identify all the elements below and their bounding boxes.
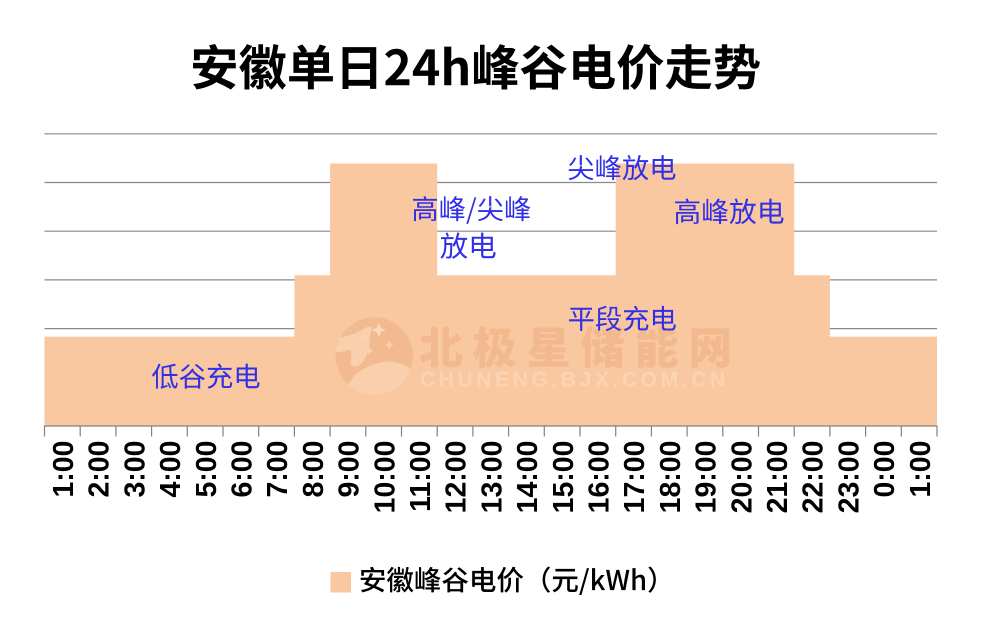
svg-text:19:00: 19:00 — [691, 441, 723, 514]
svg-text:4:00: 4:00 — [155, 441, 187, 498]
svg-text:13:00: 13:00 — [476, 441, 508, 514]
svg-text:14:00: 14:00 — [512, 441, 544, 514]
svg-text:21:00: 21:00 — [762, 441, 794, 514]
svg-text:5:00: 5:00 — [191, 441, 223, 498]
svg-text:6:00: 6:00 — [226, 441, 258, 498]
svg-text:16:00: 16:00 — [584, 441, 616, 514]
svg-text:7:00: 7:00 — [262, 441, 294, 498]
svg-text:20:00: 20:00 — [726, 441, 758, 514]
svg-text:2:00: 2:00 — [84, 441, 116, 498]
svg-text:3:00: 3:00 — [119, 441, 151, 498]
svg-text:9:00: 9:00 — [334, 441, 366, 498]
svg-text:10:00: 10:00 — [369, 441, 401, 514]
svg-text:8:00: 8:00 — [298, 441, 330, 498]
svg-text:11:00: 11:00 — [405, 441, 437, 512]
svg-text:17:00: 17:00 — [619, 441, 651, 514]
svg-text:12:00: 12:00 — [441, 441, 473, 514]
svg-text:22:00: 22:00 — [798, 441, 830, 514]
svg-text:1:00: 1:00 — [905, 441, 937, 498]
svg-text:1:00: 1:00 — [48, 441, 80, 498]
svg-text:15:00: 15:00 — [548, 441, 580, 514]
svg-text:CHUNENG.BJX.COM.CN: CHUNENG.BJX.COM.CN — [420, 368, 729, 391]
svg-text:23:00: 23:00 — [833, 441, 865, 514]
svg-text:0:00: 0:00 — [869, 441, 901, 498]
svg-text:18:00: 18:00 — [655, 441, 687, 514]
